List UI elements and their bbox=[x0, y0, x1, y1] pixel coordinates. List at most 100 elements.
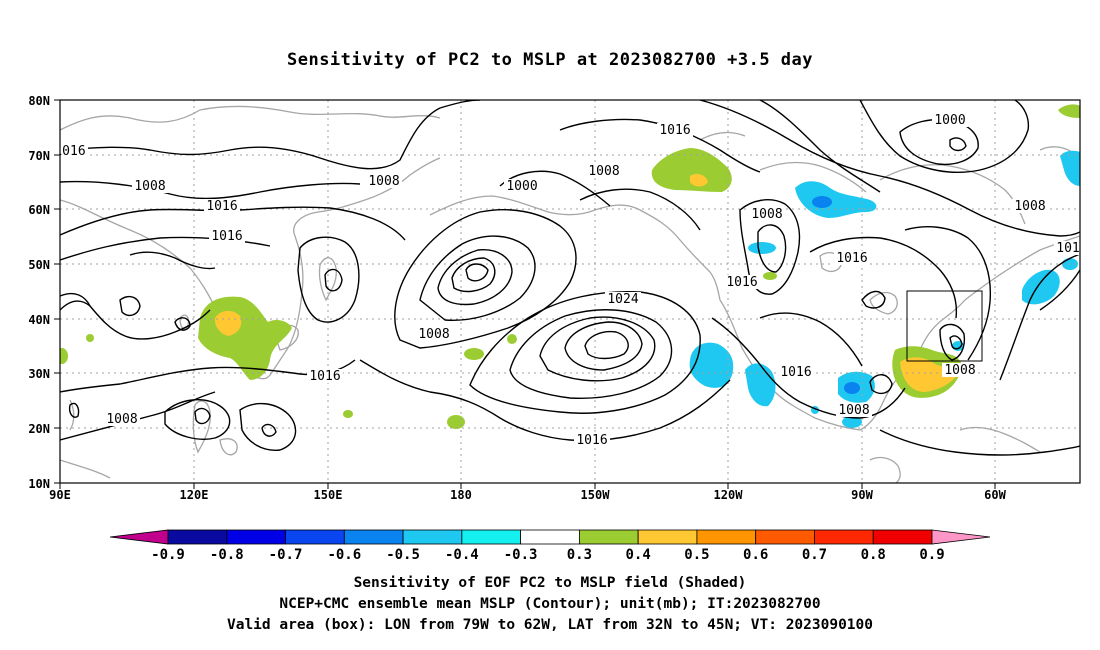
contour-label: 1016 bbox=[211, 229, 242, 244]
contour-labels: 1016 1008 1016 1016 1008 1000 1008 1016 1000 1008… bbox=[54, 113, 1080, 448]
shade-negative-small-3 bbox=[842, 416, 862, 428]
colorbar-segment bbox=[755, 529, 815, 545]
colorbar-label: -0.4 bbox=[445, 547, 479, 563]
contour-label: 1008 bbox=[838, 403, 869, 418]
colorbar-segment bbox=[578, 529, 639, 545]
map-plot-area: 1016 1008 1016 1016 1008 1000 1008 1016 1000 1008… bbox=[54, 100, 1080, 483]
contour-label-bg bbox=[778, 365, 814, 379]
contour-label: 1016 bbox=[836, 251, 867, 266]
mslp-contours bbox=[60, 100, 1080, 456]
contour-label-bg bbox=[574, 433, 610, 447]
colorbar-label: 0.6 bbox=[743, 547, 768, 563]
colorbar-segment bbox=[226, 529, 286, 545]
colorbar-labels: -0.9 -0.8 -0.7 -0.6 -0.5 -0.4 -0.3 0.3 0.4 0.5 0.6… bbox=[151, 547, 945, 563]
shade-negative-gulf-core bbox=[844, 382, 860, 394]
shade-negative-north-canada bbox=[795, 181, 877, 218]
valid-area-box bbox=[906, 290, 983, 362]
contour-label: 1008 bbox=[588, 164, 619, 179]
contour-label-bg bbox=[504, 179, 540, 193]
contour-label: 1016 bbox=[309, 369, 340, 384]
lon-label: 120E bbox=[180, 488, 209, 502]
contour-label: 1008 bbox=[134, 179, 165, 194]
colorbar-label: -0.8 bbox=[210, 547, 244, 563]
colorbar-segment bbox=[637, 529, 698, 545]
lat-label: 50N bbox=[28, 258, 50, 272]
lon-label: 120W bbox=[714, 488, 744, 502]
colorbar-label: 0.9 bbox=[919, 547, 944, 563]
lon-label: 150E bbox=[314, 488, 343, 502]
shade-positive-small-6 bbox=[343, 410, 353, 418]
shade-positive-small-7 bbox=[86, 334, 94, 342]
contour-label: 1016 bbox=[726, 275, 757, 290]
longitude-labels: 90E 120E 150E 180 150W 120W 90W 60W bbox=[49, 488, 1006, 502]
contour-label: 1016 bbox=[659, 123, 690, 138]
shade-negative-eastern-pacific bbox=[689, 342, 734, 388]
contour-label: 1008 bbox=[1014, 199, 1045, 214]
contour-label-bg bbox=[836, 403, 872, 417]
contour-label-bg bbox=[724, 275, 760, 289]
lon-label: 150W bbox=[581, 488, 611, 502]
colorbar-segment bbox=[167, 529, 228, 545]
contour-label-bg bbox=[204, 199, 240, 213]
shade-positive-small-5 bbox=[60, 348, 68, 364]
caption-line-2: NCEP+CMC ensemble mean MSLP (Contour); u… bbox=[279, 596, 821, 612]
axis-ticks bbox=[54, 99, 996, 489]
colorbar-segment bbox=[461, 529, 522, 545]
contour-label-bg bbox=[586, 164, 622, 178]
shade-positive-small-3 bbox=[507, 334, 517, 344]
contour-label-bg bbox=[749, 207, 785, 221]
sensitivity-shading bbox=[60, 104, 1080, 429]
shade-positive-small-4 bbox=[763, 272, 777, 280]
figure-caption: Sensitivity of EOF PC2 to MSLP field (Sh… bbox=[0, 573, 1100, 636]
colorbar-label: 0.8 bbox=[861, 547, 886, 563]
lat-label: 20N bbox=[28, 422, 50, 436]
contour-label-bg bbox=[60, 144, 88, 158]
colorbar-segment bbox=[285, 529, 345, 545]
colorbar-segment bbox=[520, 529, 580, 545]
lon-label: 180 bbox=[450, 488, 472, 502]
contour-label: 101 bbox=[1056, 241, 1079, 256]
colorbar-label: -0.3 bbox=[504, 547, 538, 563]
contour-label-bg bbox=[132, 179, 168, 193]
colorbar-label: 0.4 bbox=[626, 547, 651, 563]
shade-negative-far-northeast bbox=[1060, 150, 1080, 186]
colorbar-segment bbox=[872, 529, 933, 545]
colorbar-segment bbox=[402, 529, 463, 545]
colorbar-segment bbox=[343, 529, 404, 545]
contour-label: 1008 bbox=[751, 207, 782, 222]
contour-label-bg bbox=[307, 369, 343, 383]
latitude-labels: 80N 70N 60N 50N 40N 30N 20N 10N bbox=[28, 94, 50, 491]
lat-label: 10N bbox=[28, 477, 50, 491]
contour-label-bg bbox=[834, 251, 870, 265]
colorbar-label: 0.3 bbox=[567, 547, 592, 563]
contour-label-bg bbox=[657, 123, 693, 137]
colorbar-segment bbox=[814, 529, 874, 545]
contour-label: 1008 bbox=[368, 174, 399, 189]
lat-label: 70N bbox=[28, 149, 50, 163]
lat-label: 80N bbox=[28, 94, 50, 108]
contour-label-bg bbox=[416, 327, 452, 341]
contour-label-bg bbox=[1054, 241, 1080, 255]
contour-label-bg bbox=[104, 412, 140, 426]
contour-label-bg bbox=[932, 113, 968, 127]
colorbar-label: 0.7 bbox=[802, 547, 827, 563]
contour-label: 1008 bbox=[418, 327, 449, 342]
shade-positive-asia-core bbox=[214, 310, 242, 336]
contour-label-bg bbox=[209, 229, 245, 243]
lat-label: 60N bbox=[28, 203, 50, 217]
lat-label: 40N bbox=[28, 313, 50, 327]
shade-negative-north-canada-core bbox=[812, 196, 832, 208]
colorbar-label: 0.5 bbox=[684, 547, 709, 563]
colorbar-segment bbox=[696, 529, 757, 545]
lon-label: 90W bbox=[851, 488, 873, 502]
contour-label: 1016 bbox=[54, 144, 85, 159]
contour-label: 1016 bbox=[780, 365, 811, 380]
shade-positive-small-1 bbox=[464, 348, 484, 360]
colorbar-label: -0.6 bbox=[327, 547, 361, 563]
shade-positive-gulf-alaska bbox=[651, 148, 732, 192]
colorbar-segment bbox=[931, 529, 991, 545]
contour-label: 1016 bbox=[206, 199, 237, 214]
shade-positive-small-2 bbox=[447, 415, 465, 429]
colorbar-segment bbox=[109, 529, 169, 545]
